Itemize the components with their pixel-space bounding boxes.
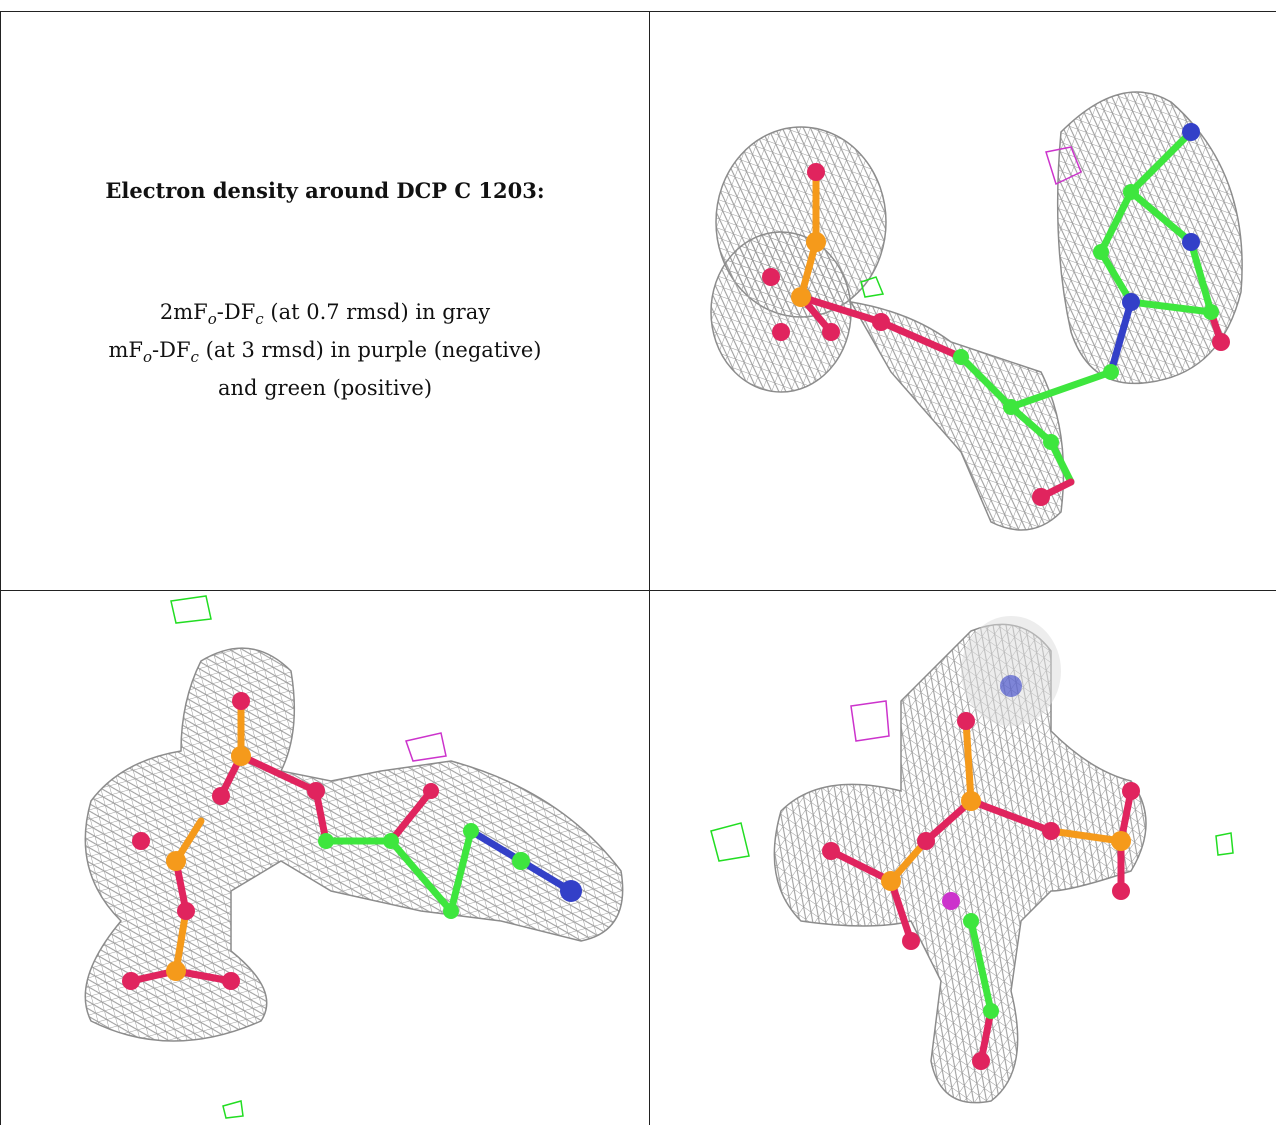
oxygen-atom (1042, 822, 1060, 840)
carbon-atom (512, 852, 530, 870)
carbon-atom (318, 833, 334, 849)
caption-description: 2mFo-DFc (at 0.7 rmsd) in gray mFo-DFc (… (1, 297, 649, 404)
oxygen-atom (122, 972, 140, 990)
density-render-bottom-left (84, 595, 624, 1119)
nitrogen-atom (1182, 123, 1200, 141)
positive-density-mesh (860, 276, 885, 298)
nitrogen-atom (1000, 675, 1022, 697)
oxygen-atom (307, 782, 325, 800)
oxygen-atom (1122, 782, 1140, 800)
nitrogen-atom (560, 880, 582, 902)
oxygen-atom (872, 313, 890, 331)
oxygen-atom (1032, 488, 1050, 506)
gray-density-mesh (84, 647, 624, 1042)
oxygen-atom (232, 692, 250, 710)
caption-line-3: and green (positive) (217, 376, 433, 401)
phosphorus-atom (231, 746, 251, 766)
carbon-atom (1003, 399, 1019, 415)
oxygen-atom (822, 842, 840, 860)
negative-density-mesh (405, 732, 447, 762)
density-panel-top-right (651, 12, 1276, 590)
density-render-bottom-right (710, 616, 1234, 1104)
carbon-atom (463, 823, 479, 839)
oxygen-atom (762, 268, 780, 286)
nitrogen-atom (1122, 293, 1140, 311)
oxygen-atom (212, 787, 230, 805)
phosphorus-atom (806, 232, 826, 252)
atoms (762, 123, 1230, 506)
oxygen-atom (902, 932, 920, 950)
oxygen-atom (807, 163, 825, 181)
phosphorus-atom (166, 961, 186, 981)
oxygen-atom (1212, 333, 1230, 351)
carbon-atom (383, 833, 399, 849)
phosphorus-atom (791, 287, 811, 307)
oxygen-atom (132, 832, 150, 850)
carbon-atom (963, 913, 979, 929)
caption-line-2: mFo-DFc (at 3 rmsd) in purple (negative) (108, 338, 542, 367)
table-divider-vertical (649, 11, 650, 1125)
carbon-atom (443, 903, 459, 919)
bonds (797, 128, 1225, 501)
oxygen-atom (972, 1052, 990, 1070)
nitrogen-atom (1182, 233, 1200, 251)
carbon-atom (1123, 184, 1139, 200)
positive-density-mesh (710, 822, 750, 862)
table-divider-horizontal (0, 590, 1276, 591)
oxygen-atom (222, 972, 240, 990)
positive-density-mesh (222, 1100, 244, 1119)
oxygen-atom (822, 323, 840, 341)
phosphorus-atom (1111, 831, 1131, 851)
carbon-atom (1043, 434, 1059, 450)
positive-density-mesh (1215, 832, 1234, 856)
oxygen-atom (423, 783, 439, 799)
carbon-atom (1103, 364, 1119, 380)
oxygen-atom (1112, 882, 1130, 900)
oxygen-atom (772, 323, 790, 341)
density-panel-bottom-right (651, 591, 1276, 1125)
phosphorus-atom (881, 871, 901, 891)
background-density-mesh (961, 616, 1061, 726)
gray-density-mesh (773, 623, 1147, 1104)
caption-heading: Electron density around DCP C 1203: (105, 178, 545, 203)
phosphorus-atom (166, 851, 186, 871)
atoms (122, 692, 582, 990)
carbon-atom (983, 1003, 999, 1019)
carbon-atom (953, 349, 969, 365)
oxygen-atom (917, 832, 935, 850)
caption-cell: Electron density around DCP C 1203: 2mFo… (1, 12, 649, 590)
negative-density-spot (942, 892, 960, 910)
density-render-top-right (710, 91, 1243, 531)
table-border-left (0, 11, 1, 1125)
table-border-top (0, 11, 1276, 12)
density-panel-bottom-left (1, 591, 649, 1125)
negative-density-mesh (1045, 146, 1082, 186)
oxygen-atom (177, 902, 195, 920)
caption-line-1: 2mFo-DFc (at 0.7 rmsd) in gray (159, 300, 491, 329)
positive-density-mesh (170, 595, 212, 624)
carbon-atom (1093, 244, 1109, 260)
carbon-atom (1203, 304, 1219, 320)
gray-density-mesh (710, 91, 1243, 531)
oxygen-atom (957, 712, 975, 730)
phosphorus-atom (961, 791, 981, 811)
atoms (822, 675, 1140, 1070)
negative-density-mesh (850, 700, 890, 742)
